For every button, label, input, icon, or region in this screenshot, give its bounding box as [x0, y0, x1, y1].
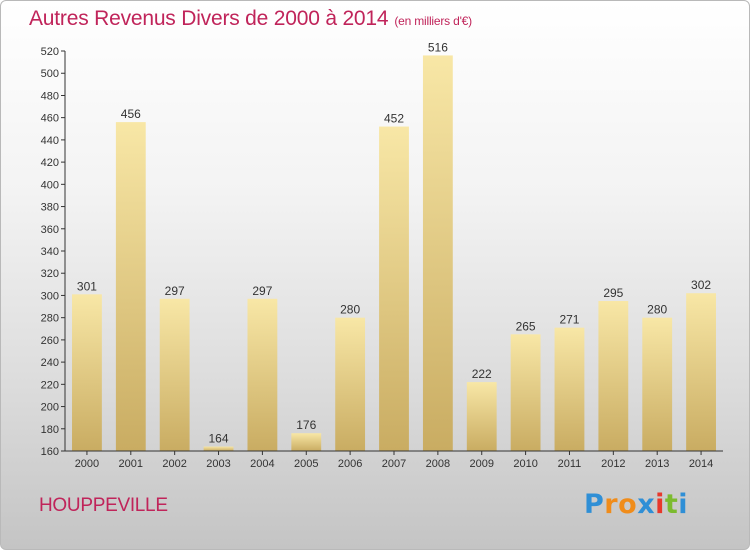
y-tick-label: 500 [41, 68, 59, 80]
bar [72, 294, 102, 451]
bar [159, 298, 190, 451]
bar-value-label: 265 [516, 319, 536, 333]
bar [203, 446, 234, 451]
x-tick-label: 2011 [558, 458, 582, 470]
bar-value-label: 302 [691, 278, 711, 292]
x-tick-label: 2009 [469, 458, 493, 470]
x-tick-label: 2005 [294, 458, 318, 470]
bar-value-label: 297 [165, 284, 185, 298]
y-tick-label: 400 [41, 179, 59, 191]
bar [642, 317, 673, 451]
bar [510, 334, 541, 451]
x-tick-label: 2003 [206, 458, 230, 470]
bar-value-label: 452 [384, 112, 404, 126]
y-tick-label: 460 [41, 113, 59, 125]
x-tick-label: 2013 [645, 458, 669, 470]
y-tick-label: 200 [41, 402, 59, 414]
x-tick-label: 2001 [119, 458, 143, 470]
bar [466, 382, 497, 451]
bar [554, 327, 585, 451]
bar-value-label: 164 [209, 432, 229, 446]
bar-value-label: 456 [121, 107, 141, 121]
x-tick-label: 2000 [75, 458, 99, 470]
y-tick-label: 300 [41, 290, 59, 302]
bar-value-label: 301 [77, 279, 97, 293]
x-tick-label: 2014 [689, 458, 713, 470]
logo-letter: o [618, 489, 638, 520]
chart-title-unit: (en milliers d'€) [394, 14, 472, 28]
x-tick-label: 2007 [382, 458, 406, 470]
y-tick-label: 180 [41, 424, 59, 436]
bar [686, 293, 716, 451]
logo-letter: P [584, 489, 605, 520]
logo-letter: x [637, 489, 656, 520]
logo-letter: t [664, 489, 679, 520]
bar-value-label: 280 [647, 303, 667, 317]
bar [335, 317, 366, 451]
y-tick-label: 320 [41, 268, 59, 280]
bar [247, 298, 278, 451]
y-tick-label: 420 [41, 157, 59, 169]
y-tick-label: 480 [41, 90, 59, 102]
chart-title: Autres Revenus Divers de 2000 à 2014 (en … [29, 7, 472, 31]
location-name: HOUPPEVILLE [39, 495, 168, 516]
bar [291, 433, 322, 451]
logo-letter: i [655, 489, 665, 520]
x-tick-label: 2010 [513, 458, 537, 470]
bar [598, 301, 629, 451]
bar-value-label: 295 [603, 286, 623, 300]
x-tick-label: 2004 [250, 458, 274, 470]
y-tick-label: 220 [41, 379, 59, 391]
y-tick-label: 360 [41, 224, 59, 236]
y-tick-label: 240 [41, 357, 59, 369]
y-tick-label: 260 [41, 335, 59, 347]
proxiti-logo: Proxiti [584, 489, 688, 520]
x-tick-label: 2006 [338, 458, 362, 470]
bar-value-label: 176 [296, 418, 316, 432]
x-tick-label: 2002 [162, 458, 186, 470]
y-tick-label: 440 [41, 135, 59, 147]
bar-value-label: 271 [559, 313, 579, 327]
x-tick-label: 2012 [601, 458, 625, 470]
bar-value-label: 222 [472, 367, 492, 381]
bar [422, 55, 453, 451]
bar [115, 122, 146, 452]
bar [379, 126, 409, 451]
x-tick-label: 2008 [426, 458, 450, 470]
bar-value-label: 516 [428, 40, 448, 54]
chart-title-main: Autres Revenus Divers de 2000 à 2014 [29, 7, 389, 30]
y-tick-label: 280 [41, 313, 59, 325]
y-tick-label: 380 [41, 202, 59, 214]
y-tick-label: 160 [41, 446, 59, 458]
logo-letter: r [604, 489, 619, 520]
y-tick-label: 340 [41, 246, 59, 258]
bar-value-label: 280 [340, 303, 360, 317]
logo-letter: i [678, 489, 689, 520]
y-tick-label: 520 [41, 46, 59, 58]
bar-value-label: 297 [252, 284, 272, 298]
